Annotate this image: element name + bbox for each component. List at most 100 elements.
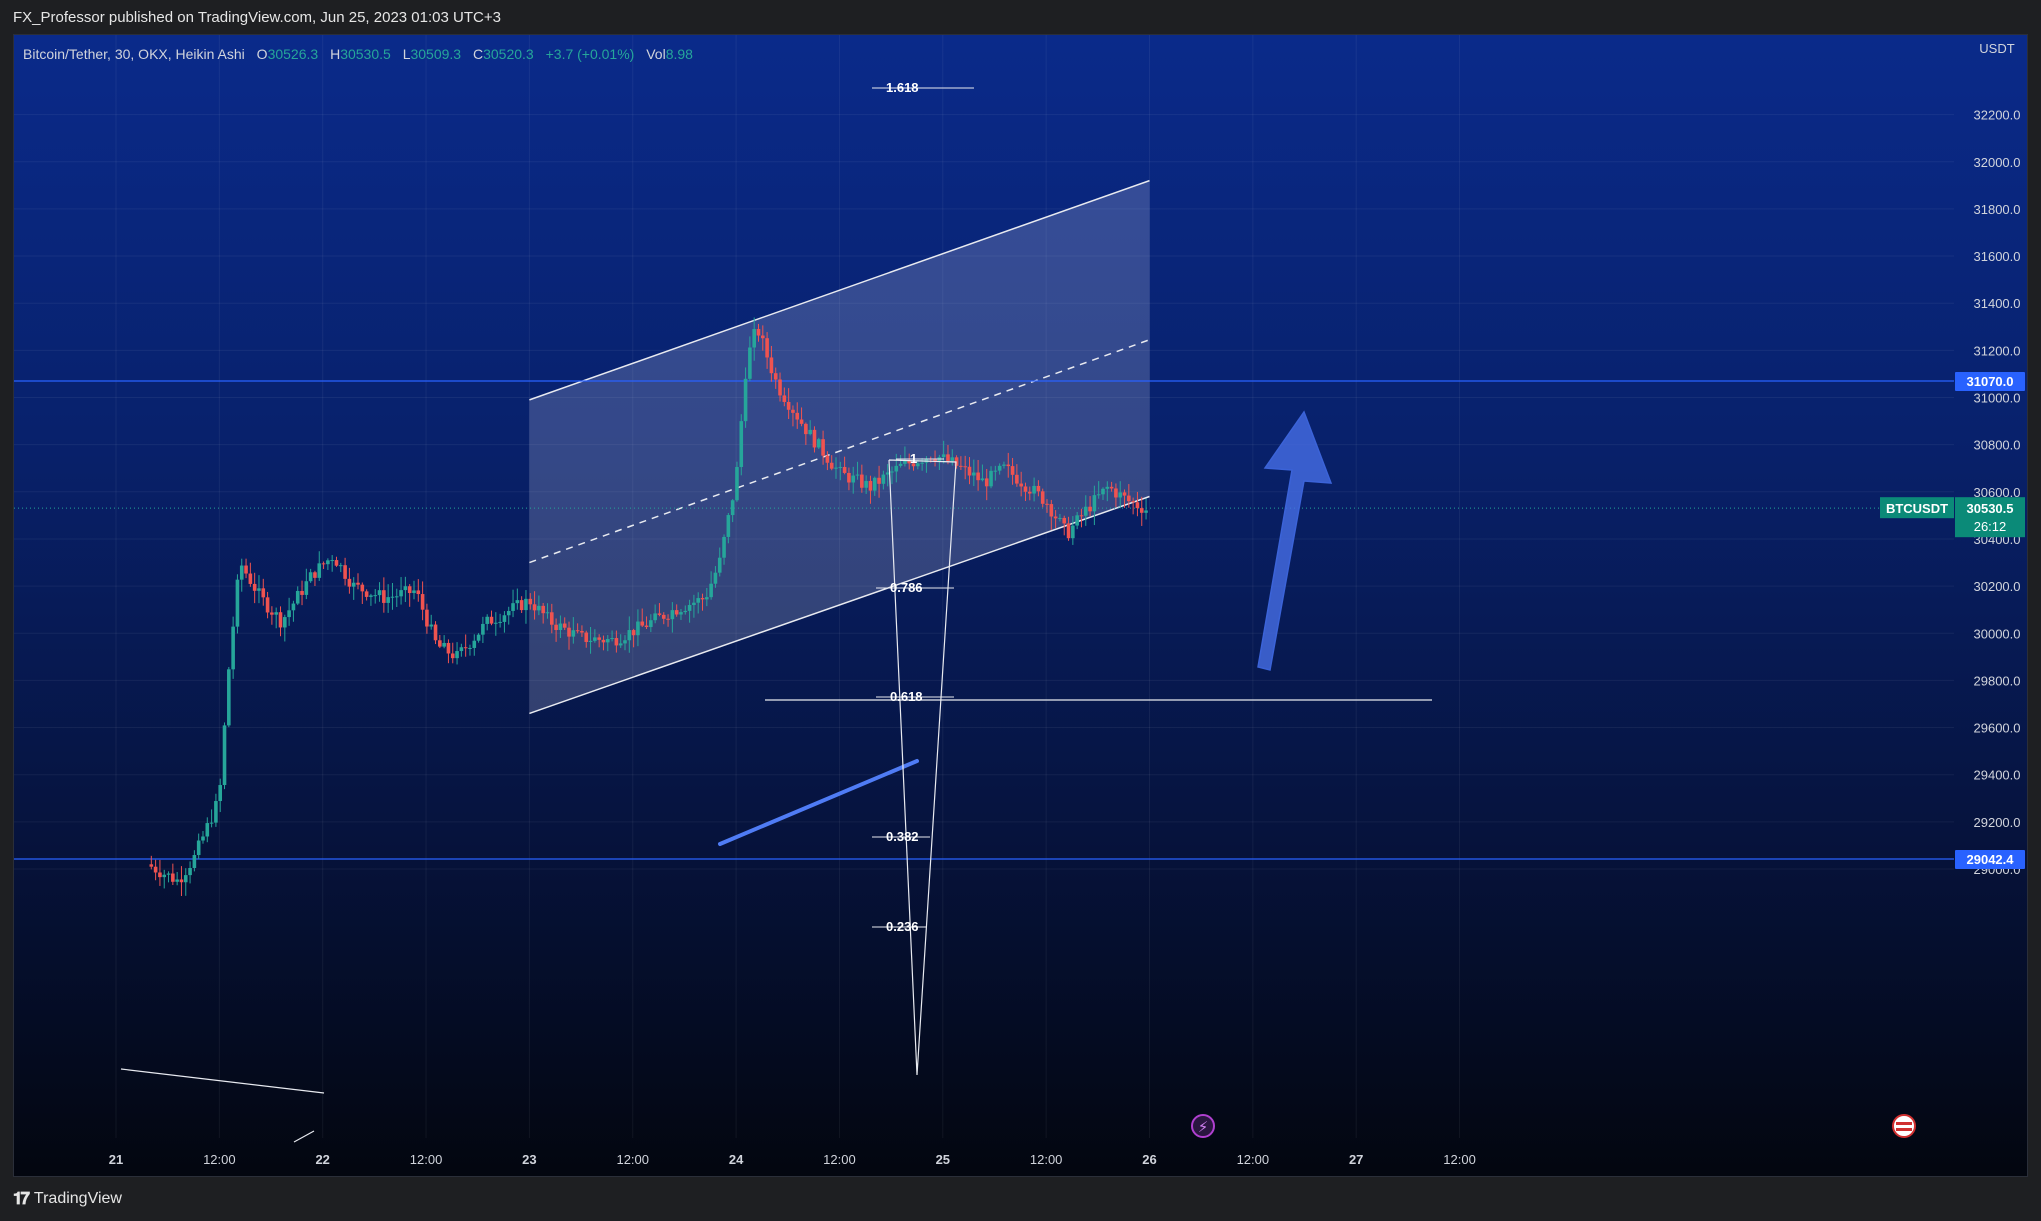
candle-body: [575, 630, 580, 632]
candle-body: [963, 466, 967, 468]
candle-body: [1127, 495, 1131, 502]
candle-body: [196, 840, 201, 856]
change-value: +3.7 (+0.01%): [545, 46, 635, 62]
candle-body: [390, 596, 395, 598]
candle-body: [239, 565, 244, 580]
candle-body: [1114, 488, 1118, 498]
candle-body: [261, 588, 266, 598]
candle-body: [601, 639, 606, 643]
candle-body: [726, 515, 731, 537]
candle-body: [222, 725, 227, 786]
candle-body: [442, 642, 446, 647]
open-label: O: [256, 46, 268, 62]
chart-pane[interactable]: 1.618 1 0.786 0.618 0.382 0.236 USDT 32200.0 32…: [13, 34, 2028, 1177]
candle-body: [722, 536, 726, 558]
candle-body: [834, 467, 838, 469]
candle-body: [804, 423, 808, 435]
candle-body: [1144, 510, 1148, 513]
candle-body: [412, 590, 416, 594]
candle-body: [997, 465, 1002, 471]
candle-body: [377, 590, 382, 596]
candle-body: [989, 470, 993, 487]
candle-body: [399, 590, 403, 597]
candle-body: [739, 421, 744, 468]
candle-body: [847, 472, 851, 483]
close-value: 30520.3: [483, 46, 534, 62]
candle-body: [511, 603, 515, 611]
low-value: 30509.3: [410, 46, 462, 62]
candle-body: [438, 640, 442, 647]
parallel-channel: [529, 179, 1150, 715]
candle-body: [795, 412, 800, 420]
close-label: C: [472, 46, 484, 62]
candle-body: [885, 472, 890, 475]
candle-body: [274, 612, 278, 615]
candle-body: [903, 460, 907, 464]
candle-body: [1032, 485, 1036, 494]
candle-body: [455, 651, 459, 659]
price-tick-label: 29400.0: [1974, 768, 2021, 783]
last-price-value: 30530.5: [1967, 501, 2014, 516]
candle-body: [373, 595, 378, 597]
footer-bar: 𝟏𝟕 TradingView: [0, 1177, 2041, 1221]
candle-body: [838, 466, 843, 468]
candle-body: [1105, 486, 1110, 489]
candle-body: [623, 640, 627, 644]
last-price-badge-bg: [1955, 497, 2025, 538]
symbol-badge: BTCUSDT: [1886, 501, 1948, 516]
candle-body: [472, 640, 477, 648]
candle-body: [799, 419, 804, 424]
price-tick-label: 31000.0: [1974, 391, 2021, 406]
candle-body: [1023, 486, 1028, 492]
candle-body: [347, 578, 352, 587]
time-tick-label: 12:00: [203, 1152, 236, 1167]
candle-body: [317, 563, 322, 578]
chart-canvas[interactable]: 1.618 1 0.786 0.618 0.382 0.236 USDT 32200.0 32…: [14, 35, 2028, 1177]
support-trendline: [120, 1068, 325, 1094]
candle-body: [700, 598, 705, 600]
candle-body: [1036, 485, 1041, 492]
candle-body: [343, 565, 347, 579]
time-tick-label: 12:00: [1030, 1152, 1063, 1167]
candle-body: [175, 879, 179, 882]
drawings: [120, 410, 1432, 1143]
price-tick-label: 30000.0: [1974, 626, 2021, 641]
candle-body: [541, 605, 545, 614]
candle-body: [1088, 506, 1092, 512]
chart-grid: [14, 35, 1954, 1138]
candle-body: [972, 472, 976, 476]
candle-body: [1027, 491, 1032, 494]
candle-body: [171, 873, 175, 882]
candle-body: [468, 647, 472, 649]
candle-body: [640, 621, 645, 626]
candle-body: [227, 669, 231, 726]
candle-body: [1109, 486, 1114, 489]
candle-body: [760, 335, 765, 339]
high-value: 30530.5: [340, 46, 391, 62]
candle-body: [244, 565, 248, 574]
candle-body: [679, 612, 683, 615]
candle-body: [812, 429, 817, 448]
candle-body: [588, 640, 593, 642]
candle-body: [537, 605, 541, 611]
fib-level-label: 0.382: [886, 829, 919, 844]
candle-body: [916, 463, 920, 467]
candle-body: [364, 591, 369, 597]
candle-body: [868, 480, 873, 491]
fib-level-label: 1: [910, 451, 917, 466]
candle-body: [881, 474, 886, 484]
candle-body: [769, 357, 774, 374]
candle-body: [687, 605, 692, 611]
candle-body: [506, 610, 511, 616]
candle-body: [674, 610, 679, 615]
candle-body: [907, 460, 912, 464]
candle-body: [894, 465, 899, 472]
candle-body: [450, 653, 455, 659]
candle-body: [188, 867, 192, 876]
candle-body: [984, 478, 989, 487]
candle-body: [558, 623, 563, 630]
candle-body: [1135, 502, 1140, 509]
price-tick-label: 32200.0: [1974, 108, 2021, 123]
tradingview-brand[interactable]: 𝟏𝟕 TradingView: [13, 1189, 122, 1209]
price-tick-label: 29200.0: [1974, 815, 2021, 830]
